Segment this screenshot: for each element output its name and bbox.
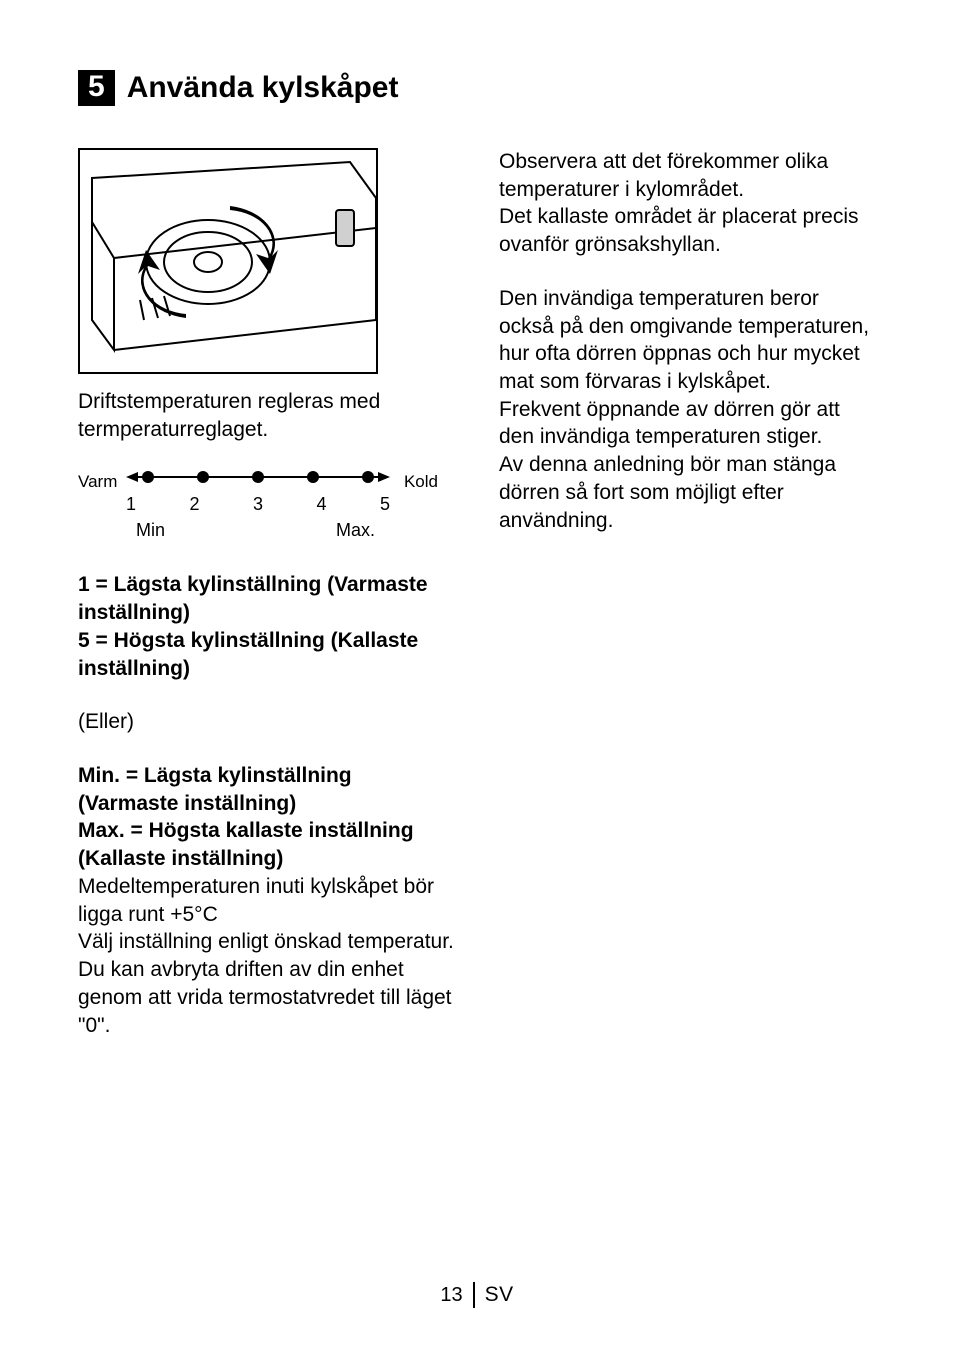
scale-cold-label: Kold: [404, 471, 438, 493]
frequent-open-text: Frekvent öppnande av dörren gör att den …: [499, 396, 876, 451]
content-columns: Driftstemperaturen regleras med termpera…: [78, 148, 876, 1039]
scale-min-label: Min: [136, 519, 165, 543]
language-code: SV: [485, 1283, 514, 1307]
scale-tick-1: 1: [126, 493, 136, 517]
avg-temp-text: Medeltemperaturen inuti kylskåpet bör li…: [78, 873, 455, 928]
scale-tick-5: 5: [380, 493, 390, 517]
dial-caption: Driftstemperaturen regleras med termpera…: [78, 388, 455, 443]
scale-tick-3: 3: [253, 493, 263, 517]
page-number: 13: [440, 1284, 472, 1307]
observe-text: Observera att det förekommer olika tempe…: [499, 148, 876, 203]
scale-tick-4: 4: [316, 493, 326, 517]
dial-illustration-svg: [80, 150, 378, 374]
setting-5-text: 5 = Högsta kylinställning (Kallaste inst…: [78, 627, 455, 682]
temperature-scale-figure: Varm Kold 1 2 3 4 5: [78, 465, 438, 557]
manual-page: 5 Använda kylskåpet: [0, 0, 954, 1354]
left-column: Driftstemperaturen regleras med termpera…: [78, 148, 455, 1039]
close-door-text: Av denna anledning bör man stänga dörren…: [499, 451, 876, 534]
page-footer: 13 SV: [0, 1282, 954, 1308]
scale-tick-numbers: 1 2 3 4 5: [126, 493, 390, 517]
section-header: 5 Använda kylskåpet: [78, 70, 876, 106]
scale-max-label: Max.: [336, 519, 375, 543]
or-text: (Eller): [78, 708, 455, 736]
choose-setting-text: Välj inställning enligt önskad temperatu…: [78, 928, 455, 956]
setting-1-text: 1 = Lägsta kylinställning (Varmaste inst…: [78, 571, 455, 626]
section-title: Använda kylskåpet: [127, 71, 399, 105]
scale-tick-2: 2: [189, 493, 199, 517]
right-column: Observera att det förekommer olika tempe…: [499, 148, 876, 1039]
turn-off-text: Du kan avbryta driften av din enhet geno…: [78, 956, 455, 1039]
interior-temp-text: Den invändiga temperaturen beror också p…: [499, 285, 876, 396]
scale-line-svg: [126, 465, 390, 489]
footer-divider: [473, 1282, 475, 1308]
setting-max-text: Max. = Högsta kallaste inställning (Kall…: [78, 817, 455, 872]
scale-warm-label: Varm: [78, 471, 117, 493]
setting-min-text: Min. = Lägsta kylinställning (Varmaste i…: [78, 762, 455, 817]
coldest-area-text: Det kallaste området är placerat precis …: [499, 203, 876, 258]
section-number-box: 5: [78, 70, 115, 106]
thermostat-dial-illustration: [78, 148, 378, 374]
